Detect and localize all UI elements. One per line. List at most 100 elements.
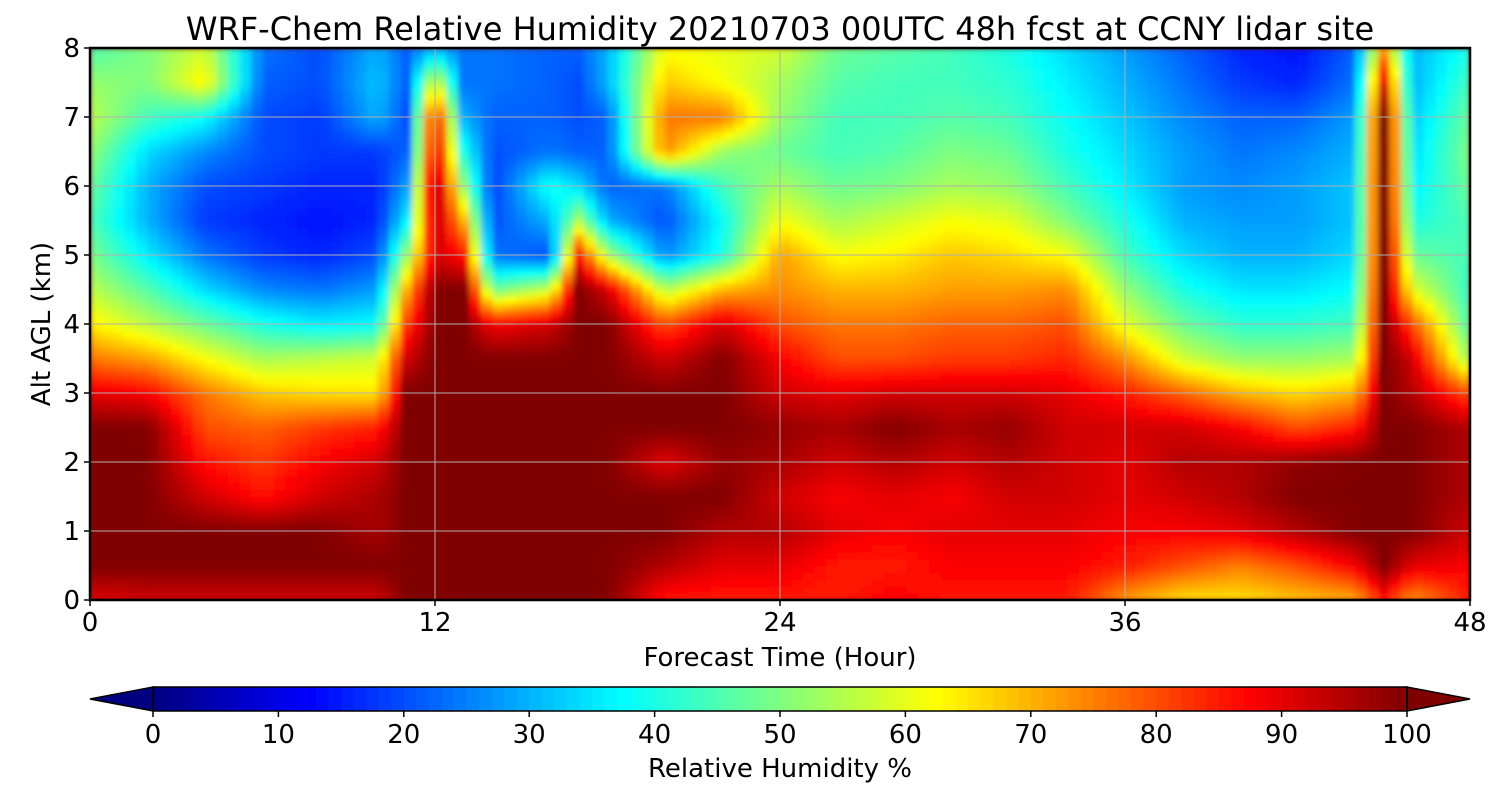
heatmap-cell	[734, 406, 747, 415]
heatmap-cell	[320, 489, 333, 498]
heatmap-cell	[711, 420, 724, 429]
heatmap-cell	[331, 324, 344, 332]
heatmap-cell	[182, 337, 195, 346]
heatmap-cell	[550, 172, 563, 180]
heatmap-cell	[170, 427, 183, 435]
heatmap-cell	[400, 496, 413, 504]
heatmap-cell	[239, 330, 252, 339]
heatmap-cell	[768, 510, 781, 518]
heatmap-cell	[584, 296, 597, 304]
heatmap-cell	[446, 586, 459, 594]
heatmap-cell	[573, 448, 586, 456]
heatmap-cell	[274, 434, 287, 442]
heatmap-cell	[297, 420, 310, 429]
heatmap-cell	[377, 337, 390, 346]
heatmap-cell	[734, 468, 747, 477]
heatmap-cell	[791, 75, 804, 84]
heatmap-cell	[676, 475, 689, 484]
heatmap-cell	[228, 89, 241, 97]
heatmap-cell	[768, 393, 781, 401]
heatmap-cell	[205, 68, 218, 77]
heatmap-cell	[481, 462, 494, 470]
heatmap-cell	[147, 406, 160, 415]
heatmap-cell	[308, 48, 321, 56]
heatmap-cell	[354, 248, 367, 256]
heatmap-cell	[596, 75, 609, 84]
heatmap-cell	[711, 68, 724, 77]
heatmap-cell	[182, 531, 195, 539]
heatmap-cell	[354, 103, 367, 111]
heatmap-cell	[619, 289, 632, 297]
heatmap-cell	[699, 227, 712, 235]
heatmap-cell	[285, 324, 298, 332]
heatmap-cell	[412, 372, 425, 380]
heatmap-cell	[193, 248, 206, 256]
heatmap-cell	[469, 268, 482, 277]
heatmap-cell	[653, 393, 666, 401]
heatmap-cell	[527, 455, 540, 463]
heatmap-cell	[285, 158, 298, 166]
heatmap-cell	[446, 524, 459, 532]
heatmap-cell	[768, 296, 781, 304]
heatmap-cell	[527, 151, 540, 159]
heatmap-cell	[757, 75, 770, 84]
heatmap-cell	[228, 399, 241, 408]
heatmap-cell	[630, 475, 643, 484]
heatmap-cell	[170, 289, 183, 297]
heatmap-cell	[297, 261, 310, 270]
heatmap-cell	[561, 213, 574, 222]
heatmap-cell	[665, 48, 678, 56]
heatmap-cell	[699, 310, 712, 318]
heatmap-cell	[308, 558, 321, 567]
heatmap-cell	[734, 68, 747, 77]
heatmap-cell	[331, 199, 344, 208]
heatmap-cell	[159, 413, 172, 422]
heatmap-cell	[492, 255, 505, 263]
heatmap-cell	[711, 496, 724, 504]
heatmap-cell	[205, 261, 218, 270]
heatmap-cell	[101, 386, 114, 394]
heatmap-cell	[423, 130, 436, 139]
heatmap-cell	[354, 489, 367, 498]
heatmap-cell	[216, 54, 229, 63]
heatmap-cell	[630, 110, 643, 118]
heatmap-cell	[596, 282, 609, 291]
heatmap-cell	[412, 572, 425, 580]
heatmap-cell	[366, 351, 379, 360]
heatmap-cell	[492, 337, 505, 346]
heatmap-cell	[147, 365, 160, 373]
heatmap-cell	[136, 310, 149, 318]
heatmap-cell	[343, 89, 356, 97]
heatmap-cell	[573, 358, 586, 366]
heatmap-cell	[377, 220, 390, 228]
heatmap-cell	[734, 241, 747, 249]
heatmap-cell	[711, 82, 724, 90]
heatmap-cell	[596, 517, 609, 525]
heatmap-cell	[320, 61, 333, 70]
heatmap-cell	[538, 489, 551, 498]
heatmap-cell	[722, 261, 735, 270]
heatmap-cell	[331, 579, 344, 587]
heatmap-cell	[193, 351, 206, 360]
heatmap-cell	[205, 531, 218, 539]
heatmap-cell	[515, 517, 528, 525]
heatmap-cell	[745, 489, 758, 498]
heatmap-cell	[515, 531, 528, 539]
heatmap-cell	[757, 68, 770, 77]
heatmap-cell	[228, 165, 241, 173]
heatmap-cell	[389, 165, 402, 173]
heatmap-cell	[136, 158, 149, 166]
heatmap-cell	[596, 89, 609, 97]
heatmap-cell	[768, 117, 781, 125]
heatmap-cell	[458, 448, 471, 456]
heatmap-cell	[366, 434, 379, 442]
heatmap-cell	[262, 386, 275, 394]
heatmap-cell	[538, 275, 551, 284]
heatmap-cell	[469, 206, 482, 215]
heatmap-cell	[182, 455, 195, 463]
heatmap-cell	[550, 289, 563, 297]
heatmap-cell	[607, 593, 620, 600]
heatmap-cell	[377, 462, 390, 470]
heatmap-cell	[791, 172, 804, 180]
heatmap-cell	[711, 531, 724, 539]
